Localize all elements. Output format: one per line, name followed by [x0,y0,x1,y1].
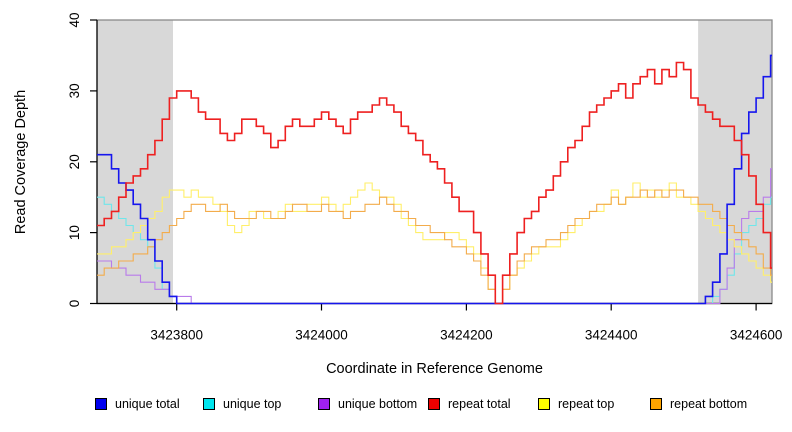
legend-label: repeat total [448,397,511,411]
x-tick-label: 3424200 [440,328,493,343]
legend-item-unique-bottom: unique bottom [318,397,417,411]
y-tick-label: 0 [67,300,82,308]
legend-item-repeat-total: repeat total [428,397,511,411]
legend-label: repeat top [558,397,615,411]
legend-label: unique top [223,397,282,411]
x-tick-label: 3424400 [585,328,638,343]
y-tick-label: 40 [67,12,82,27]
series-repeat-bottom [97,189,772,305]
x-tick-label: 3424600 [730,328,783,343]
legend-item-repeat-top: repeat top [538,397,614,411]
x-tick-label: 3424000 [295,328,348,343]
legend-swatch-repeat-total [428,398,440,410]
legend: unique total unique top unique bottom repea… [0,397,792,419]
x-axis-title: Coordinate in Reference Genome [326,361,543,377]
x-tick-label: 3423800 [150,328,203,343]
legend-label: repeat bottom [670,397,748,411]
y-tick-label: 30 [67,83,82,98]
legend-label: unique bottom [338,397,418,411]
series-unique-bottom [97,168,772,305]
y-axis-title: Read Coverage Depth [13,89,29,235]
series-repeat-top [97,182,772,305]
y-tick-label: 20 [67,154,82,169]
legend-swatch-repeat-top [538,398,550,410]
legend-item-repeat-bottom: repeat bottom [650,397,747,411]
series-repeat-total [97,61,772,305]
legend-swatch-repeat-bottom [650,398,662,410]
shaded-region-left [97,20,173,304]
legend-swatch-unique-top [203,398,215,410]
legend-item-unique-top: unique top [203,397,281,411]
legend-item-unique-total: unique total [95,397,180,411]
legend-label: unique total [115,397,180,411]
legend-swatch-unique-bottom [318,398,330,410]
series-unique-total [97,54,772,305]
legend-swatch-unique-total [95,398,107,410]
y-tick-label: 10 [67,225,82,240]
series-unique-top [97,196,772,305]
shaded-region-right [698,20,772,304]
